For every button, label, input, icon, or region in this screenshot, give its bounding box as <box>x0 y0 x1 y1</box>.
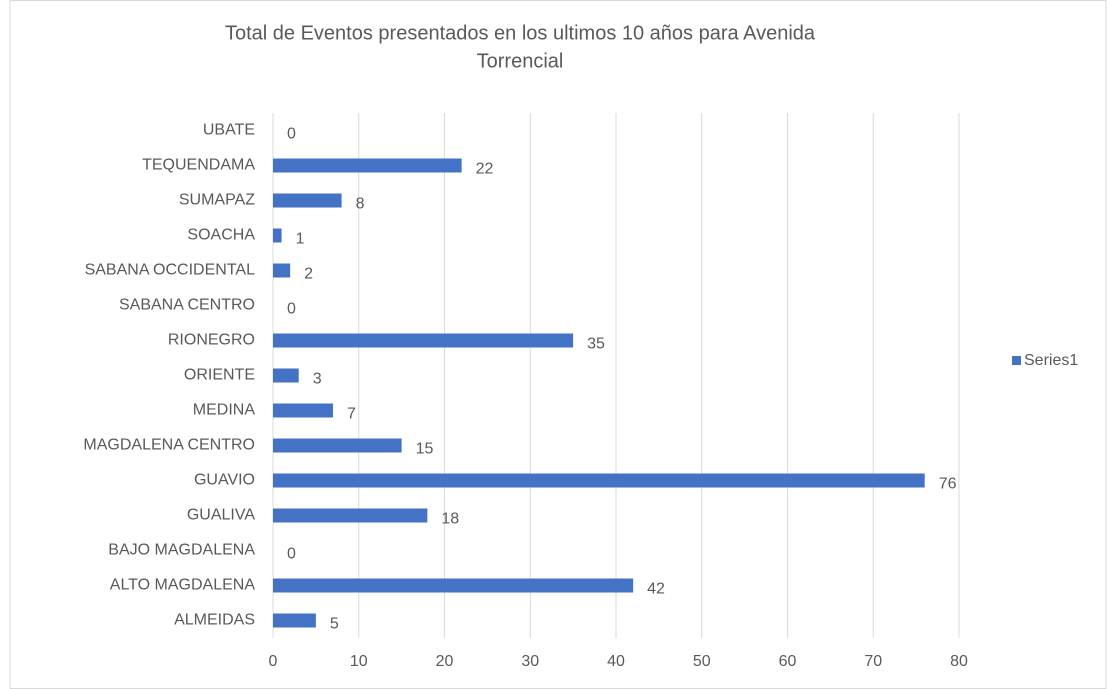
data-label: 0 <box>287 126 296 143</box>
bar <box>273 158 462 173</box>
legend-swatch <box>1012 356 1021 365</box>
data-label: 42 <box>647 581 665 598</box>
data-label: 22 <box>476 161 494 178</box>
data-label: 3 <box>313 371 322 388</box>
y-tick-label: UBATE <box>203 122 255 139</box>
y-tick-label: ORIENTE <box>184 367 255 384</box>
y-tick-label: SOACHA <box>187 227 255 244</box>
y-tick-label: BAJO MAGDALENA <box>108 542 255 559</box>
bar <box>273 333 574 348</box>
y-tick-label: MEDINA <box>193 402 256 419</box>
bar <box>273 473 925 488</box>
x-tick-label: 0 <box>269 653 278 670</box>
x-tick-label: 20 <box>436 653 454 670</box>
bar <box>273 508 428 523</box>
bar <box>273 368 299 383</box>
y-tick-label: SUMAPAZ <box>179 192 255 209</box>
data-label: 35 <box>587 336 605 353</box>
y-tick-label: GUALIVA <box>187 507 256 524</box>
data-label: 8 <box>356 196 365 213</box>
bar <box>273 613 316 628</box>
y-tick-label: MAGDALENA CENTRO <box>83 437 255 454</box>
data-label: 76 <box>939 476 957 493</box>
x-tick-label: 40 <box>607 653 625 670</box>
data-label: 0 <box>287 546 296 563</box>
bar <box>273 438 402 453</box>
x-tick-label: 10 <box>350 653 368 670</box>
x-tick-label: 70 <box>864 653 882 670</box>
bar <box>273 263 291 278</box>
bar <box>273 578 634 593</box>
y-tick-label: SABANA OCCIDENTAL <box>85 262 256 279</box>
chart-title: Torrencial <box>477 50 564 72</box>
x-tick-label: 50 <box>693 653 711 670</box>
data-label: 2 <box>304 266 313 283</box>
data-label: 18 <box>441 511 459 528</box>
y-tick-label: ALMEIDAS <box>174 612 255 629</box>
data-label: 15 <box>416 441 434 458</box>
data-label: 1 <box>296 231 305 248</box>
chart-title: Total de Eventos presentados en los ulti… <box>225 22 816 44</box>
y-tick-label: SABANA CENTRO <box>119 297 255 314</box>
x-tick-label: 30 <box>521 653 539 670</box>
bar <box>273 403 334 418</box>
y-tick-label: GUAVIO <box>194 472 255 489</box>
data-label: 0 <box>287 301 296 318</box>
bar <box>273 228 282 243</box>
legend-label: Series1 <box>1024 352 1078 369</box>
x-tick-label: 60 <box>779 653 797 670</box>
bar <box>273 193 342 208</box>
data-label: 5 <box>330 616 339 633</box>
data-label: 7 <box>347 406 356 423</box>
y-tick-label: TEQUENDAMA <box>142 157 255 174</box>
y-tick-label: RIONEGRO <box>168 332 255 349</box>
y-tick-label: ALTO MAGDALENA <box>110 577 256 594</box>
x-tick-label: 80 <box>950 653 968 670</box>
